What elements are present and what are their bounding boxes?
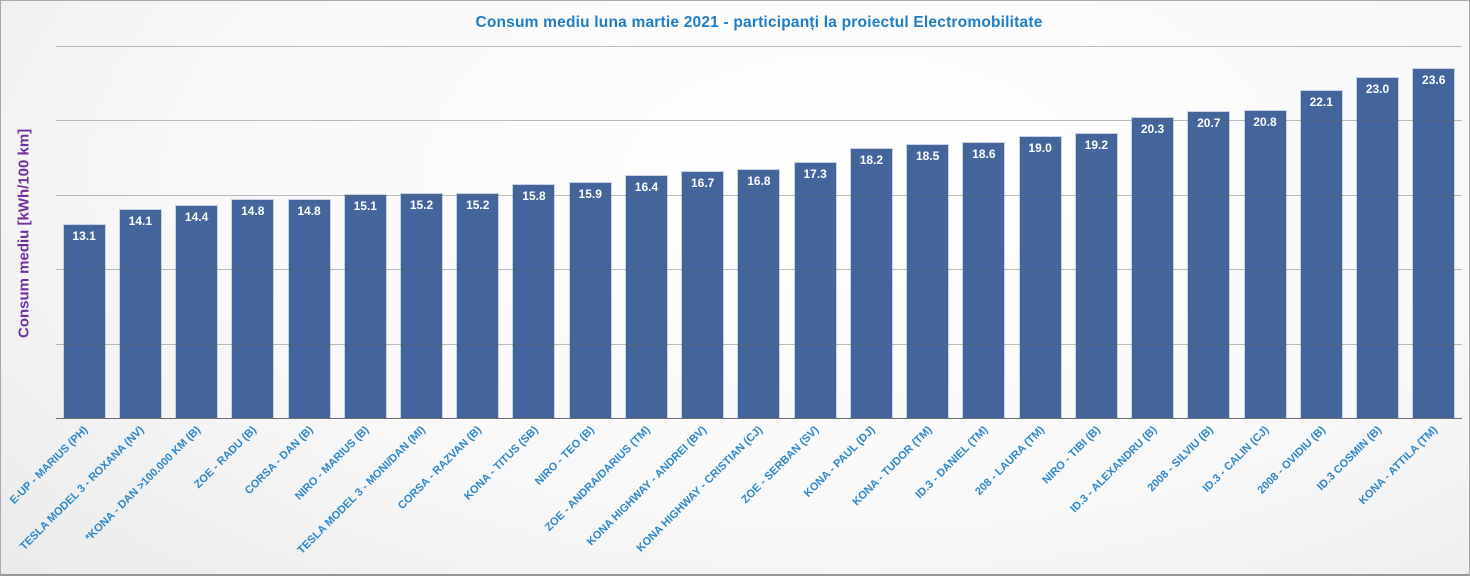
bar-slot: 15.2 <box>393 47 449 419</box>
x-axis-tick-label: KONA HIGHWAY - ANDREI (BV) <box>585 424 710 549</box>
bar-value-label: 16.8 <box>747 174 771 189</box>
bar-slot: 13.1 <box>56 47 112 419</box>
bar: 19.0 <box>1018 136 1062 419</box>
x-axis-tick-label: NIRO - TIBI (B) <box>1040 424 1103 487</box>
gridline <box>56 46 1462 47</box>
bar: 16.4 <box>624 174 668 419</box>
bar-value-label: 20.7 <box>1197 115 1221 130</box>
bar: 19.2 <box>1074 133 1118 419</box>
gridline <box>56 120 1462 122</box>
bar-value-label: 20.8 <box>1253 114 1277 129</box>
bar-slot: 23.0 <box>1349 47 1405 419</box>
bar-value-label: 15.2 <box>409 197 434 212</box>
bar: 15.8 <box>512 183 556 419</box>
bar-value-label: 14.1 <box>128 214 153 229</box>
bar: 23.0 <box>1356 76 1399 419</box>
bar-slot: 15.9 <box>562 47 618 419</box>
bar-series: 13.1 14.1 14.4 14.8 14.8 15.1 15.2 15.2 15.8 15.9… <box>56 47 1462 419</box>
gridline <box>56 269 1462 271</box>
bar-value-label: 15.2 <box>466 197 490 212</box>
x-axis-tick-label: NIRO - TEO (B) <box>532 424 597 488</box>
bar-value-label: 23.6 <box>1422 72 1446 87</box>
bar: 13.1 <box>62 224 106 419</box>
bar-slot: 16.4 <box>618 47 674 419</box>
bar-value-label: 14.8 <box>241 203 265 218</box>
bar-value-label: 20.3 <box>1140 121 1165 136</box>
bar-slot: 15.2 <box>450 47 506 419</box>
bar: 14.1 <box>118 209 162 419</box>
gridline <box>56 343 1462 345</box>
bar: 18.5 <box>906 143 950 419</box>
bar-value-label: 16.7 <box>691 175 715 190</box>
y-axis-title: Consum mediu [kWh/100 km] <box>15 128 33 338</box>
bar-slot: 19.0 <box>1012 47 1068 419</box>
x-axis-labels: E-UP - MARIUS (PH) TESLA MODEL 3 - ROXANA… <box>8 424 1462 574</box>
bar: 15.2 <box>400 192 444 419</box>
bar-slot: 18.2 <box>843 47 899 419</box>
bar-slot: 14.1 <box>112 47 168 419</box>
bar: 15.9 <box>568 182 612 419</box>
x-axis-tick-label: TESLA MODEL 3 - ROXANA (NV) <box>18 424 147 553</box>
bar-slot: 18.5 <box>900 47 956 419</box>
bar-slot: 15.1 <box>337 47 393 419</box>
bar-slot: 16.8 <box>731 47 787 419</box>
bar-slot: 14.4 <box>168 47 224 419</box>
bar: 14.8 <box>231 198 275 419</box>
bar-value-label: 14.4 <box>184 209 209 224</box>
bar-value-label: 15.1 <box>353 199 377 214</box>
bar-slot: 17.3 <box>787 47 843 419</box>
bar-value-label: 15.9 <box>578 187 602 202</box>
bar-slot: 20.3 <box>1124 47 1180 419</box>
x-axis-line <box>56 418 1462 419</box>
bar-slot: 22.1 <box>1293 47 1349 419</box>
bar: 15.2 <box>456 192 500 419</box>
bar-value-label: 23.0 <box>1365 81 1390 96</box>
bar-slot: 18.6 <box>956 47 1012 419</box>
bar-value-label: 18.6 <box>972 147 996 162</box>
bar-value-label: 22.1 <box>1309 95 1333 110</box>
bar-value-label: 14.8 <box>297 203 321 218</box>
bar: 18.2 <box>849 148 893 419</box>
x-axis-tick-label: ZOE - ANDRA/DARIUS (TM) <box>543 424 654 534</box>
bar: 20.7 <box>1187 110 1231 419</box>
bar: 14.8 <box>287 198 331 419</box>
gridline <box>56 194 1462 196</box>
bar-slot: 16.7 <box>675 47 731 419</box>
bar: 14.4 <box>175 204 219 419</box>
bar-value-label: 16.4 <box>634 179 659 194</box>
bar-value-label: 19.0 <box>1028 141 1052 156</box>
bar-slot: 19.2 <box>1068 47 1124 419</box>
bar: 16.8 <box>737 169 781 419</box>
bar: 17.3 <box>793 161 837 419</box>
bar-value-label: 15.8 <box>522 188 546 203</box>
plot-area: 13.1 14.1 14.4 14.8 14.8 15.1 15.2 15.2 15.8 15.9… <box>56 46 1462 419</box>
bar-value-label: 19.2 <box>1084 138 1108 153</box>
bar-slot: 20.8 <box>1237 47 1293 419</box>
bar: 15.1 <box>343 194 387 419</box>
bar: 16.7 <box>681 170 725 419</box>
bar-value-label: 18.2 <box>859 153 884 168</box>
bar-slot: 14.8 <box>225 47 281 419</box>
bar: 23.6 <box>1412 67 1456 419</box>
bar: 20.3 <box>1131 116 1175 419</box>
bar-slot: 23.6 <box>1406 47 1462 419</box>
bar-slot: 14.8 <box>281 47 337 419</box>
bar-value-label: 17.3 <box>803 166 827 181</box>
chart-title: Consum mediu luna martie 2021 - particip… <box>475 14 1043 31</box>
bar-value-label: 18.5 <box>915 148 940 163</box>
bar-slot: 15.8 <box>506 47 562 419</box>
bar: 22.1 <box>1299 90 1343 419</box>
bar-value-label: 13.1 <box>72 229 96 244</box>
x-axis-tick-label: *KONA - DAN >100.000 KM (B) <box>83 424 204 544</box>
bar: 20.8 <box>1243 109 1287 419</box>
bar: 18.6 <box>962 142 1006 419</box>
bar-slot: 20.7 <box>1181 47 1237 419</box>
